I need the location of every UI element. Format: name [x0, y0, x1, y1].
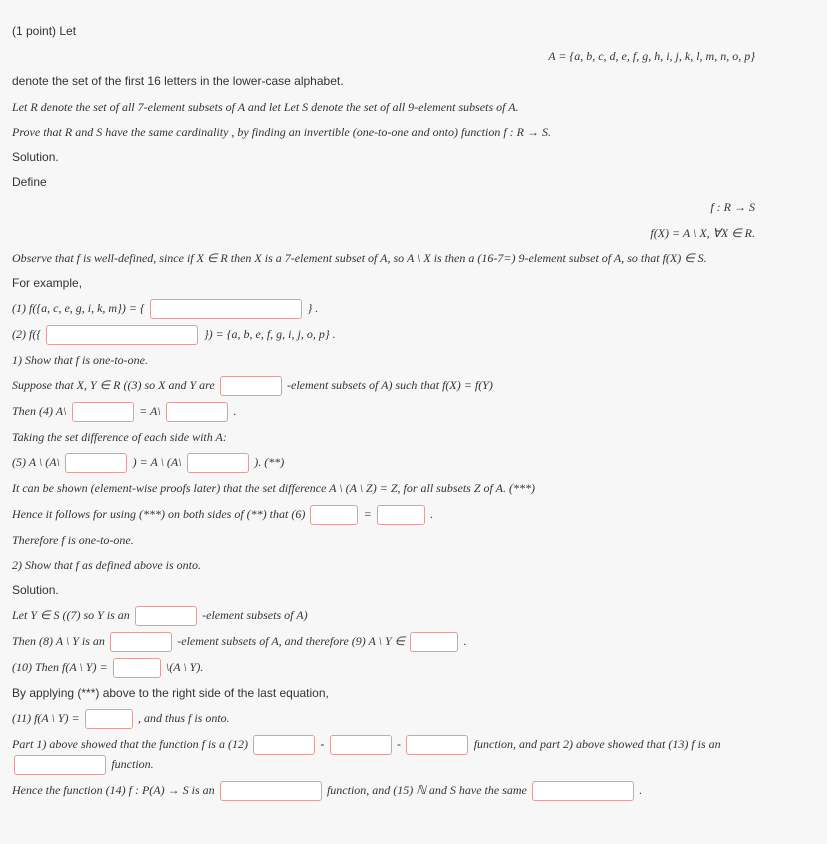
example-1: (1) f({a, c, e, g, i, k, m}) = { } . [12, 299, 815, 319]
example-2: (2) f({ }) = {a, b, e, f, g, i, j, o, p}… [12, 325, 815, 345]
then-10-line: (10) Then f(A \ Y) = \(A \ Y). [12, 658, 815, 678]
then-4-line: Then (4) A\ = A\ . [12, 402, 815, 422]
blank-10[interactable] [113, 658, 161, 678]
blank-4a[interactable] [72, 402, 134, 422]
let-7-line: Let Y ∈ S ((7) so Y is an -element subse… [12, 606, 815, 626]
taking-diff-text: Taking the set difference of each side w… [12, 428, 815, 447]
blank-4b[interactable] [166, 402, 228, 422]
part-1-showed-line: Part 1) above showed that the function f… [12, 735, 815, 775]
blank-2[interactable] [46, 325, 198, 345]
blank-6b[interactable] [377, 505, 425, 525]
blank-13[interactable] [14, 755, 106, 775]
therefore-1-text: Therefore f is one-to-one. [12, 531, 815, 550]
blank-12a[interactable] [253, 735, 315, 755]
blank-7[interactable] [135, 606, 197, 626]
blank-11[interactable] [85, 709, 133, 729]
intro-1: denote the set of the first 16 letters i… [12, 72, 815, 91]
blank-3[interactable] [220, 376, 282, 396]
part-2-heading: 2) Show that f as defined above is onto. [12, 556, 815, 575]
suppose-line: Suppose that X, Y ∈ R ((3) so X and Y ar… [12, 376, 815, 396]
hence-6-line: Hence it follows for using (***) on both… [12, 505, 815, 525]
define-label: Define [12, 173, 815, 192]
blank-5b[interactable] [187, 453, 249, 473]
solution-2-label: Solution. [12, 581, 815, 600]
shown-text: It can be shown (element-wise proofs lat… [12, 479, 815, 498]
f-def-1: f : R → S [12, 198, 815, 217]
for-example-label: For example, [12, 274, 815, 293]
blank-6a[interactable] [310, 505, 358, 525]
apply-text: By applying (***) above to the right sid… [12, 684, 815, 703]
blank-15[interactable] [532, 781, 634, 801]
prove-statement: Prove that R and S have the same cardina… [12, 123, 815, 142]
blank-14[interactable] [220, 781, 322, 801]
solution-label: Solution. [12, 148, 815, 167]
observe-text: Observe that f is well-defined, since if… [12, 249, 815, 268]
blank-9[interactable] [410, 632, 458, 652]
f-def-2: f(X) = A \ X, ∀X ∈ R. [12, 224, 815, 243]
points-text: (1 point) Let [12, 22, 815, 41]
blank-1[interactable] [150, 299, 302, 319]
eq-11-line: (11) f(A \ Y) = , and thus f is onto. [12, 709, 815, 729]
part-1-heading: 1) Show that f is one-to-one. [12, 351, 815, 370]
hence-14-line: Hence the function (14) f : P(A) → S is … [12, 781, 815, 801]
blank-12c[interactable] [406, 735, 468, 755]
blank-12b[interactable] [330, 735, 392, 755]
set-a-equation: A = {a, b, c, d, e, f, g, h, i, j, k, l,… [12, 47, 815, 66]
blank-8[interactable] [110, 632, 172, 652]
intro-2: Let R denote the set of all 7-element su… [12, 98, 815, 117]
then-8-line: Then (8) A \ Y is an -element subsets of… [12, 632, 815, 652]
blank-5a[interactable] [65, 453, 127, 473]
eq-5-line: (5) A \ (A\ ) = A \ (A\ ). (**) [12, 453, 815, 473]
